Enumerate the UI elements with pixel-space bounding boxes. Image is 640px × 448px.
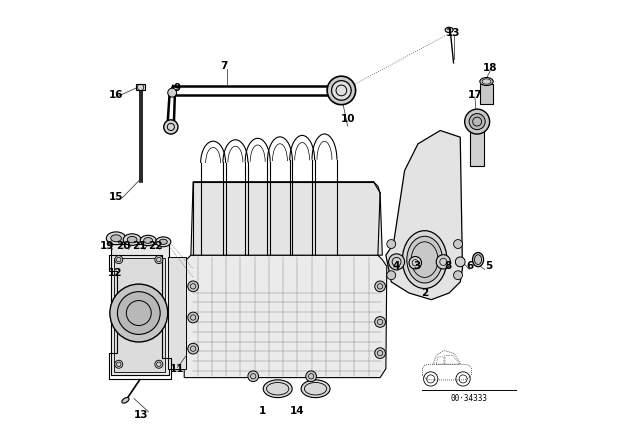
Text: 00·34333: 00·34333 — [450, 394, 487, 403]
Ellipse shape — [144, 237, 152, 243]
Bar — [115, 258, 165, 372]
Circle shape — [375, 281, 385, 292]
Circle shape — [155, 360, 163, 368]
Ellipse shape — [263, 380, 292, 398]
Circle shape — [110, 284, 168, 342]
Circle shape — [388, 254, 404, 270]
Circle shape — [387, 271, 396, 280]
Polygon shape — [191, 182, 382, 255]
Text: 1: 1 — [259, 406, 266, 416]
Polygon shape — [168, 258, 186, 369]
Circle shape — [188, 281, 198, 292]
Ellipse shape — [124, 234, 141, 246]
Text: 4: 4 — [392, 261, 399, 271]
Text: 13: 13 — [445, 28, 460, 38]
Polygon shape — [184, 255, 387, 378]
Circle shape — [306, 371, 316, 382]
Text: 8: 8 — [445, 261, 452, 271]
Circle shape — [409, 257, 422, 269]
Circle shape — [387, 240, 396, 249]
Ellipse shape — [301, 380, 330, 398]
Text: 21: 21 — [132, 241, 147, 251]
Polygon shape — [386, 130, 463, 300]
Text: 19: 19 — [100, 241, 115, 251]
Circle shape — [155, 256, 163, 263]
Text: 7: 7 — [221, 61, 228, 71]
Text: 22: 22 — [148, 241, 163, 251]
Text: 13: 13 — [134, 409, 148, 420]
Circle shape — [455, 257, 465, 267]
Circle shape — [117, 292, 160, 334]
Circle shape — [164, 120, 178, 134]
Circle shape — [332, 81, 351, 100]
Text: 16: 16 — [109, 90, 124, 100]
Circle shape — [248, 371, 259, 382]
Text: 6: 6 — [467, 261, 474, 271]
Bar — [470, 128, 484, 166]
Ellipse shape — [111, 235, 122, 242]
Ellipse shape — [127, 237, 137, 243]
Bar — [136, 84, 145, 90]
Text: 18: 18 — [483, 63, 497, 73]
Circle shape — [375, 317, 385, 327]
Text: 15: 15 — [109, 192, 124, 202]
Text: 5: 5 — [486, 261, 493, 271]
Circle shape — [188, 312, 198, 323]
Ellipse shape — [407, 236, 442, 283]
Ellipse shape — [472, 253, 484, 267]
Circle shape — [469, 114, 485, 129]
Circle shape — [465, 109, 490, 134]
Ellipse shape — [403, 231, 447, 289]
Text: 20: 20 — [116, 241, 131, 251]
Circle shape — [115, 360, 123, 368]
Circle shape — [454, 240, 463, 249]
Ellipse shape — [140, 235, 156, 246]
Text: 14: 14 — [289, 406, 304, 416]
Text: 17: 17 — [468, 90, 483, 100]
Polygon shape — [111, 244, 168, 375]
Text: 12: 12 — [108, 268, 122, 278]
Text: 10: 10 — [340, 114, 355, 125]
Bar — [480, 84, 493, 104]
Circle shape — [436, 255, 451, 269]
Ellipse shape — [159, 239, 167, 245]
Circle shape — [375, 348, 385, 358]
Circle shape — [188, 343, 198, 354]
Ellipse shape — [122, 397, 129, 403]
Circle shape — [168, 88, 177, 97]
Text: 11: 11 — [170, 364, 184, 374]
Circle shape — [115, 256, 123, 263]
Circle shape — [454, 271, 463, 280]
Text: 9: 9 — [173, 83, 180, 93]
Ellipse shape — [106, 232, 126, 245]
Ellipse shape — [480, 78, 493, 86]
Text: 2: 2 — [421, 288, 428, 298]
Ellipse shape — [445, 27, 453, 33]
Circle shape — [327, 76, 356, 105]
Text: 3: 3 — [413, 261, 420, 271]
Ellipse shape — [156, 237, 171, 247]
